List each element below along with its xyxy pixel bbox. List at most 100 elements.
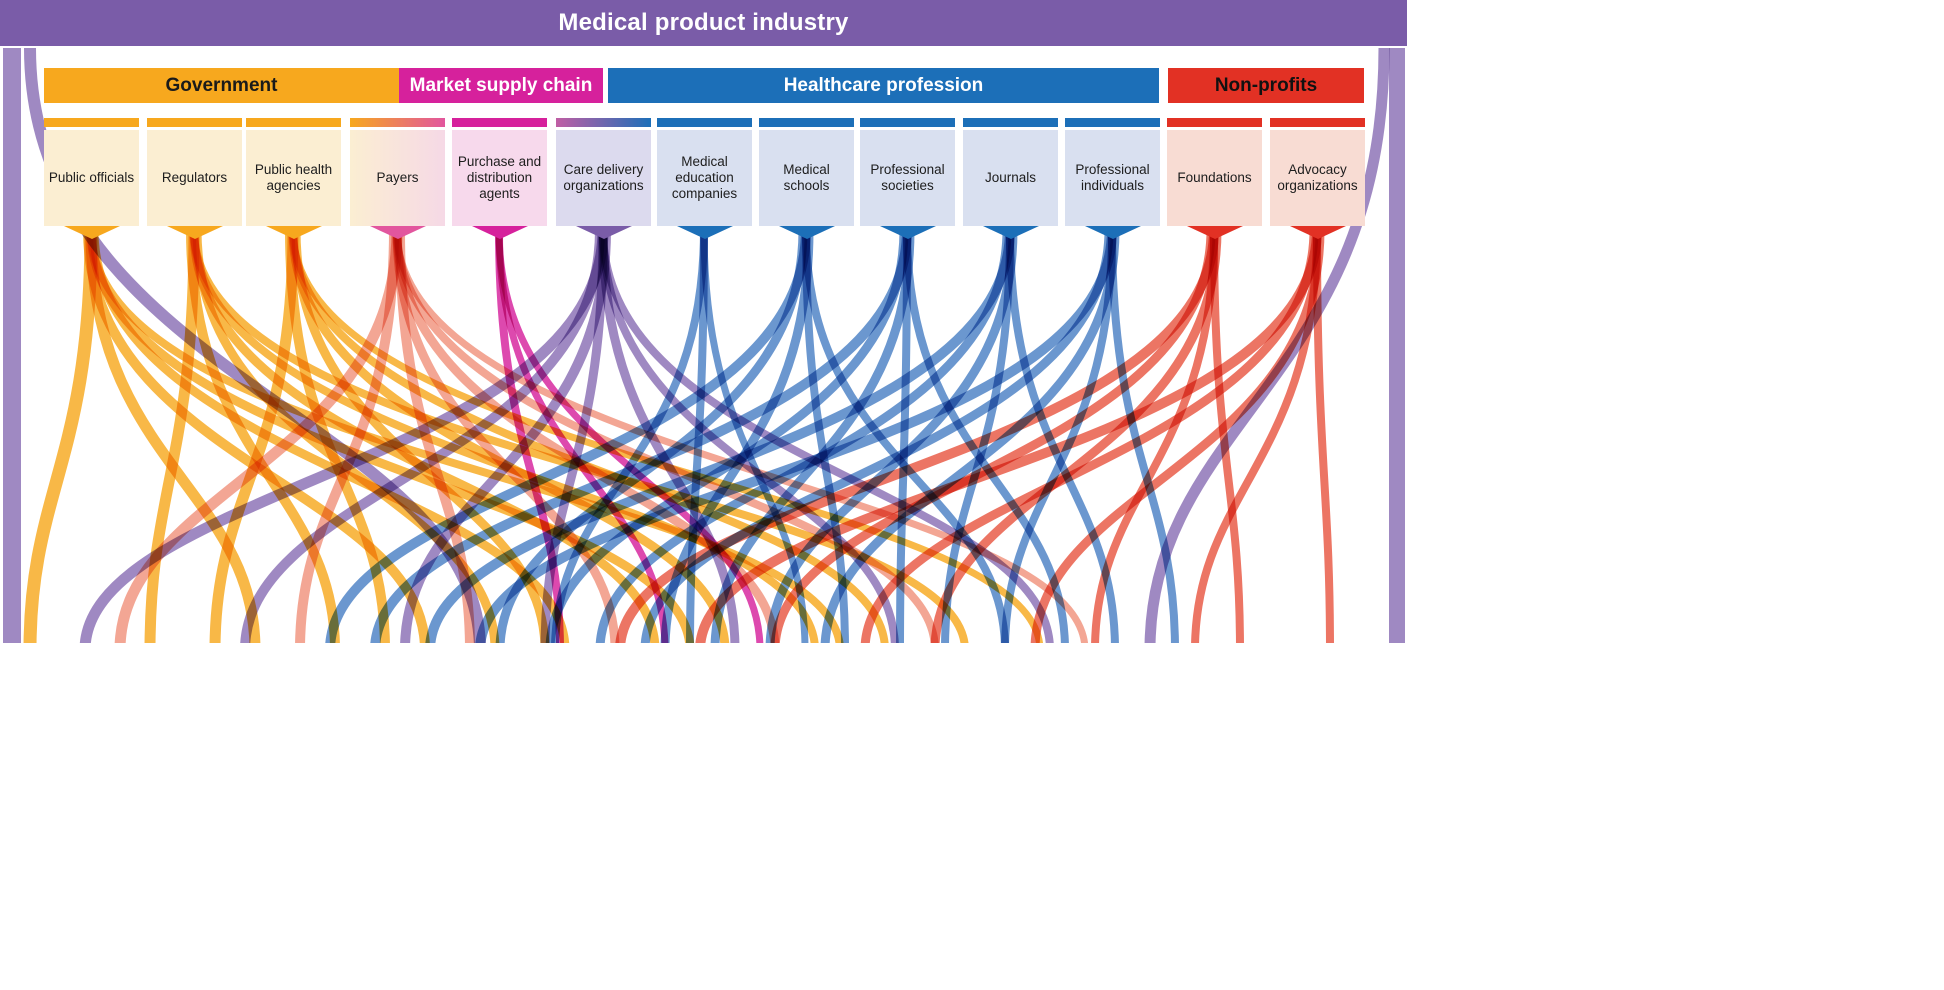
node-box: Professional individuals: [1065, 130, 1160, 226]
flow-ribbon: [495, 229, 564, 643]
node-box: Foundations: [1167, 130, 1262, 226]
category-bar-market-supply-chain: Market supply chain: [399, 68, 603, 103]
flow-ribbon: [114, 229, 403, 643]
node-label: Public officials: [48, 170, 135, 186]
node-box: Journals: [963, 130, 1058, 226]
flow-ribbon: [209, 229, 299, 643]
title-banner: Medical product industry: [0, 0, 1407, 46]
node-public-health-agencies: Public health agencies: [246, 118, 341, 239]
node-label: Purchase and distribution agents: [457, 154, 542, 201]
node-color-strip: [350, 118, 445, 127]
flow-ribbon: [1191, 229, 1321, 643]
node-box: Medical schools: [759, 130, 854, 226]
category-label: Healthcare profession: [783, 74, 984, 96]
node-label: Public health agencies: [254, 162, 333, 193]
node-color-strip: [1065, 118, 1160, 127]
node-medical-schools: Medical schools: [759, 118, 854, 239]
node-box: Advocacy organizations: [1270, 130, 1365, 226]
node-label: Professional societies: [870, 162, 945, 193]
node-box: Medical education companies: [657, 130, 752, 226]
flow-ribbon: [930, 229, 1222, 643]
flow-ribbon: [861, 229, 1319, 643]
node-public-officials: Public officials: [44, 118, 139, 239]
flow-ribbon: [240, 229, 605, 643]
flow-ribbon: [325, 229, 811, 643]
diagram-title: Medical product industry: [558, 9, 849, 36]
flow-ribbon: [599, 229, 899, 643]
flow-ribbon: [425, 229, 1015, 643]
flow-ribbon: [400, 229, 611, 643]
node-color-strip: [1270, 118, 1365, 127]
node-professional-societies: Professional societies: [860, 118, 955, 239]
flow-ribbon: [686, 229, 708, 643]
node-box: Purchase and distribution agents: [452, 130, 547, 226]
node-color-strip: [657, 118, 752, 127]
node-professional-individuals: Professional individuals: [1065, 118, 1160, 239]
node-notch: [778, 226, 835, 239]
node-label: Professional individuals: [1075, 162, 1150, 193]
node-label: Payers: [376, 170, 419, 186]
category-bar-non-profits: Non-profits: [1168, 68, 1364, 103]
node-color-strip: [1167, 118, 1262, 127]
flow-ribbon: [615, 229, 1219, 643]
node-box: Care delivery organizations: [556, 130, 651, 226]
node-box: Regulators: [147, 130, 242, 226]
node-color-strip: [452, 118, 547, 127]
node-label: Foundations: [1177, 170, 1252, 186]
category-label: Non-profits: [1214, 74, 1318, 96]
node-notch: [879, 226, 936, 239]
flow-ribbon: [641, 229, 1114, 643]
node-notch: [982, 226, 1039, 239]
flow-ribbon: [1108, 229, 1179, 643]
flow-ribbon: [1091, 229, 1218, 643]
node-label: Medical education companies: [671, 154, 738, 201]
category-bar-healthcare-profession: Healthcare profession: [608, 68, 1159, 103]
node-payers: Payers: [350, 118, 445, 239]
flow-ribbon: [695, 229, 1322, 643]
node-color-strip: [44, 118, 139, 127]
node-notch: [265, 226, 322, 239]
node-color-strip: [246, 118, 341, 127]
flow-ribbon: [23, 229, 98, 643]
flow-ribbon: [144, 229, 200, 643]
flow-ribbon: [80, 229, 609, 643]
category-label: Government: [165, 74, 278, 96]
node-color-strip: [556, 118, 651, 127]
node-label: Care delivery organizations: [563, 162, 644, 193]
flow-ribbon: [475, 229, 1117, 643]
node-notch: [166, 226, 223, 239]
node-care-delivery-orgs: Care delivery organizations: [556, 118, 651, 239]
category-bar-government: Government: [44, 68, 399, 103]
flow-ribbon: [1313, 229, 1334, 643]
category-label: Market supply chain: [409, 74, 593, 96]
node-label: Advocacy organizations: [1277, 162, 1358, 193]
node-purchase-distribution: Purchase and distribution agents: [452, 118, 547, 239]
flow-ribbon: [370, 229, 912, 643]
flow-ribbon: [771, 229, 1216, 643]
node-color-strip: [860, 118, 955, 127]
node-box: Public officials: [44, 130, 139, 226]
node-notch: [369, 226, 426, 239]
flow-ribbon: [1210, 229, 1244, 643]
node-journals: Journals: [963, 118, 1058, 239]
flow-ribbon: [765, 229, 1018, 643]
node-notch: [63, 226, 120, 239]
node-label: Journals: [984, 170, 1037, 186]
node-advocacy-organizations: Advocacy organizations: [1270, 118, 1365, 239]
node-color-strip: [963, 118, 1058, 127]
sankey-diagram: Medical product industry Government Marke…: [0, 0, 1407, 643]
node-foundations: Foundations: [1167, 118, 1262, 239]
flow-ribbon: [820, 229, 1120, 643]
node-notch: [1289, 226, 1346, 239]
node-color-strip: [147, 118, 242, 127]
node-label: Regulators: [161, 170, 228, 186]
node-notch: [676, 226, 733, 239]
node-box: Payers: [350, 130, 445, 226]
node-notch: [1186, 226, 1243, 239]
node-box: Public health agencies: [246, 130, 341, 226]
node-notch: [471, 226, 528, 239]
node-label: Medical schools: [783, 162, 830, 193]
flow-ribbon: [1030, 229, 1325, 643]
node-color-strip: [759, 118, 854, 127]
